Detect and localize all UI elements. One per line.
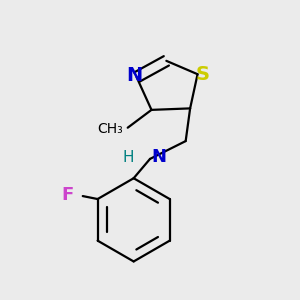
Text: N: N — [126, 66, 142, 85]
Text: CH₃: CH₃ — [98, 122, 123, 136]
Text: H: H — [122, 150, 134, 165]
Text: S: S — [195, 65, 209, 84]
Text: N: N — [152, 148, 166, 166]
Text: F: F — [61, 186, 74, 204]
